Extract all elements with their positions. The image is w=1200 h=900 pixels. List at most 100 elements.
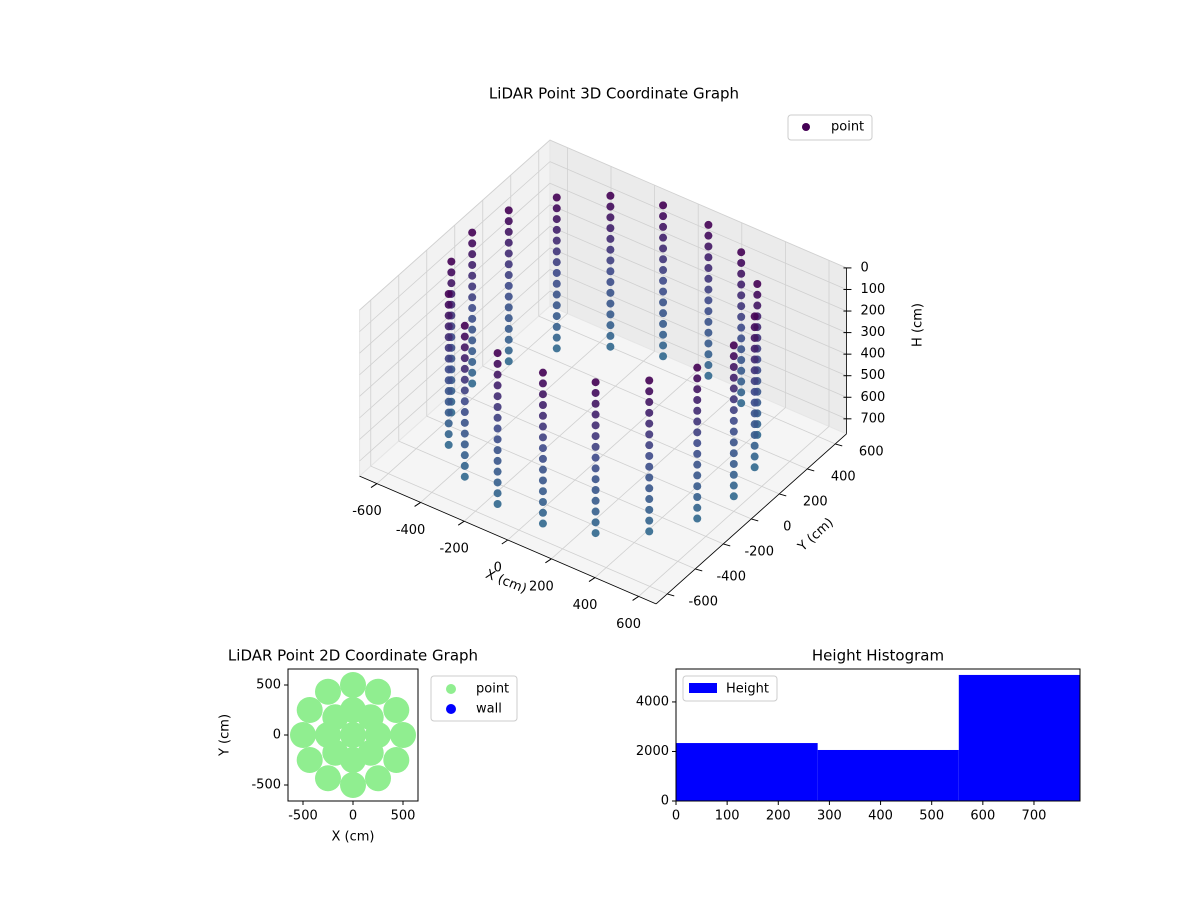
point	[552, 279, 561, 288]
point	[659, 309, 668, 318]
point	[750, 387, 759, 396]
z-tick-label: 300	[860, 325, 885, 340]
y-tick-label: -600	[688, 594, 718, 609]
x-tick-label: -400	[396, 523, 426, 538]
legend-label: point	[831, 120, 864, 135]
point	[659, 266, 668, 275]
grid-line	[482, 365, 780, 495]
point	[737, 280, 746, 289]
y-tick-label: 500	[256, 678, 281, 693]
y-tick	[723, 543, 731, 547]
grid-line	[359, 226, 551, 397]
point	[645, 408, 654, 417]
point	[591, 388, 600, 397]
point	[552, 344, 561, 353]
point	[493, 467, 502, 476]
point	[591, 399, 600, 408]
point	[693, 417, 702, 426]
point	[315, 678, 341, 705]
point	[538, 519, 547, 528]
x-tick-label: 0	[672, 809, 680, 824]
point	[591, 378, 600, 387]
point	[704, 285, 713, 294]
point	[538, 422, 547, 431]
y-tick-label: 0	[783, 519, 791, 534]
point	[552, 236, 561, 245]
point	[591, 442, 600, 451]
point	[468, 314, 477, 323]
point	[737, 302, 746, 311]
y-tick	[751, 518, 759, 522]
point	[659, 276, 668, 285]
bar	[958, 674, 1080, 801]
point	[538, 454, 547, 463]
y-tick	[667, 593, 675, 597]
grid-line	[549, 204, 847, 333]
grid-line	[359, 290, 551, 462]
point	[444, 354, 453, 363]
point	[493, 478, 502, 487]
point	[737, 366, 746, 375]
point	[538, 498, 547, 507]
y-tick-label: 400	[831, 469, 856, 484]
point	[340, 722, 366, 748]
point	[645, 441, 654, 450]
point	[447, 279, 456, 288]
point	[645, 516, 654, 525]
point	[340, 672, 366, 698]
y-tick-label: 0	[273, 728, 281, 743]
point	[552, 322, 561, 331]
point	[606, 234, 615, 243]
point	[444, 290, 453, 299]
x-tick-label: 0	[494, 561, 502, 576]
grid-line	[359, 182, 551, 354]
y-tick-label: -200	[744, 544, 774, 559]
point	[693, 471, 702, 480]
y-axis-line	[655, 433, 847, 605]
point	[645, 398, 654, 407]
point	[493, 446, 502, 455]
point	[444, 322, 453, 331]
point	[750, 355, 759, 364]
point	[659, 233, 668, 242]
point	[538, 508, 547, 517]
point	[606, 202, 615, 211]
point	[460, 418, 469, 427]
point	[444, 343, 453, 352]
point	[737, 291, 746, 300]
legend-marker	[446, 704, 456, 714]
x-tick	[457, 520, 465, 526]
point	[538, 444, 547, 453]
x-axis-label: X (cm)	[332, 830, 375, 845]
point	[704, 264, 713, 273]
x-tick-label: 400	[868, 809, 893, 824]
z-tick-label: 100	[860, 282, 885, 297]
point	[493, 370, 502, 379]
point	[552, 247, 561, 256]
point	[606, 310, 615, 319]
point	[645, 495, 654, 504]
point	[606, 288, 615, 297]
point	[750, 366, 759, 375]
x-tick	[632, 595, 639, 601]
point	[659, 201, 668, 210]
point	[606, 321, 615, 330]
point	[753, 301, 762, 310]
point	[645, 505, 654, 514]
point	[750, 398, 759, 407]
point	[704, 328, 713, 337]
point	[704, 307, 713, 316]
point	[729, 459, 738, 468]
legend-marker	[446, 684, 456, 694]
point	[444, 311, 453, 320]
point	[296, 697, 323, 723]
point	[704, 231, 713, 240]
point	[468, 357, 477, 366]
point	[504, 227, 513, 236]
point	[460, 386, 469, 395]
z-tick-label: 0	[860, 260, 868, 275]
point	[737, 312, 746, 321]
point	[460, 364, 469, 373]
grid-line	[549, 182, 847, 312]
z-tick-label: 500	[860, 368, 885, 383]
